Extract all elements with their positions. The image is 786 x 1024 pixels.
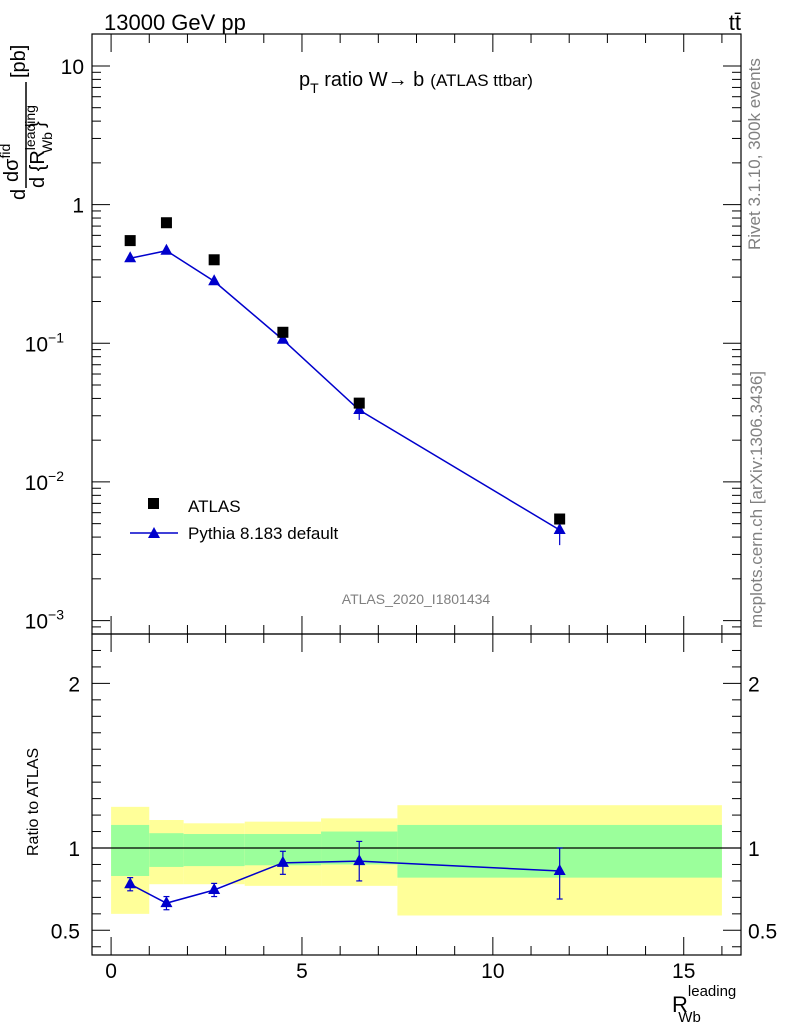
main-series (124, 217, 566, 546)
ratio-ytick-label-2: 2 (68, 673, 80, 696)
ratio-xtick-label-0: 0 (105, 960, 117, 983)
atlas-point-4 (353, 397, 365, 409)
mc-point-ratio-3 (276, 855, 289, 867)
main-ytick-label-3: 10−2 (25, 468, 65, 495)
ratio-ytick-label-right-2: 2 (748, 673, 760, 696)
ratio-ylabel: Ratio to ATLAS (25, 748, 42, 856)
main-ytick-label-4: 10−3 (25, 607, 65, 634)
mc-point-main-5 (553, 522, 566, 534)
atlas-point-2 (208, 254, 220, 266)
legend-atlas-marker (148, 498, 159, 509)
main-frame (91, 33, 742, 635)
ratio-axes: 0.5 0.5 1 1 2 2 0 5 10 15 (51, 633, 777, 983)
mc-line-main (130, 249, 561, 531)
ratio-bands (111, 805, 722, 916)
atlas-point-1 (160, 217, 172, 229)
xlabel: Rleading Wb (672, 983, 736, 1024)
process-label: tt̄ (729, 10, 741, 35)
legend-mc-marker (148, 527, 160, 538)
ratio-series (124, 840, 566, 911)
main-ylabel: d dσfid d {RleadingWb} [pb] (0, 45, 55, 200)
ratio-ytick-label-right-0: 0.5 (748, 920, 777, 943)
title-rest: ratio W→ b (319, 69, 425, 91)
band-inner-0 (111, 824, 150, 876)
atlas-point-0 (124, 235, 136, 247)
ratio-xtick-label-2: 10 (481, 960, 504, 983)
ylabel-prefix: d (8, 189, 30, 200)
legend-mc-label: Pythia 8.183 default (188, 524, 339, 543)
legend-atlas-label: ATLAS (188, 497, 241, 516)
ratio-ytick-label-1: 1 (68, 838, 80, 861)
mc-point-ratio-0 (124, 877, 137, 889)
ratio-ytick-label-0: 0.5 (51, 920, 80, 943)
ylabel-denominator: d {RleadingWb} (22, 105, 55, 188)
main-ytick-label-0: 10 (61, 56, 84, 79)
band-inner-2 (183, 834, 245, 867)
mc-line-ratio (129, 860, 560, 904)
title-p: p (299, 69, 310, 91)
atlas-point-3 (277, 326, 289, 338)
energy-label: 13000 GeV pp (104, 10, 246, 35)
plot-title: pT ratio W→ b (ATLAS ttbar) (299, 69, 533, 96)
ylabel-unit: [pb] (8, 45, 30, 78)
source-url-label: mcplots.cern.ch [arXiv:1306.3436] (747, 371, 766, 628)
ratio-ytick-label-right-1: 1 (748, 838, 760, 861)
atlas-point-5 (554, 513, 566, 525)
ylabel-numerator: dσfid (0, 144, 23, 182)
rivet-label: Rivet 3.1.10, 300k events (745, 58, 764, 250)
mc-point-main-0 (124, 251, 137, 263)
mc-point-ratio-4 (353, 854, 366, 866)
mc-point-ratio-1 (160, 896, 173, 908)
main-ytick-label-1: 1 (72, 195, 84, 218)
title-sub: T (310, 80, 319, 96)
mc-point-main-2 (208, 274, 221, 286)
legend: ATLAS Pythia 8.183 default (130, 497, 339, 543)
title-small: (ATLAS ttbar) (430, 71, 533, 90)
ratio-xtick-label-1: 5 (296, 960, 308, 983)
main-ytick-label-2: 10−1 (25, 329, 65, 356)
mc-point-main-1 (160, 243, 173, 255)
band-inner-1 (149, 833, 184, 867)
ratio-xtick-label-3: 15 (672, 960, 695, 983)
mc-point-ratio-2 (208, 882, 221, 894)
main-axes: 10 1 10−1 10−2 10−3 (25, 33, 742, 635)
analysis-id: ATLAS_2020_I1801434 (342, 591, 491, 607)
mc-point-main-3 (276, 332, 289, 344)
mc-point-ratio-5 (553, 864, 566, 876)
